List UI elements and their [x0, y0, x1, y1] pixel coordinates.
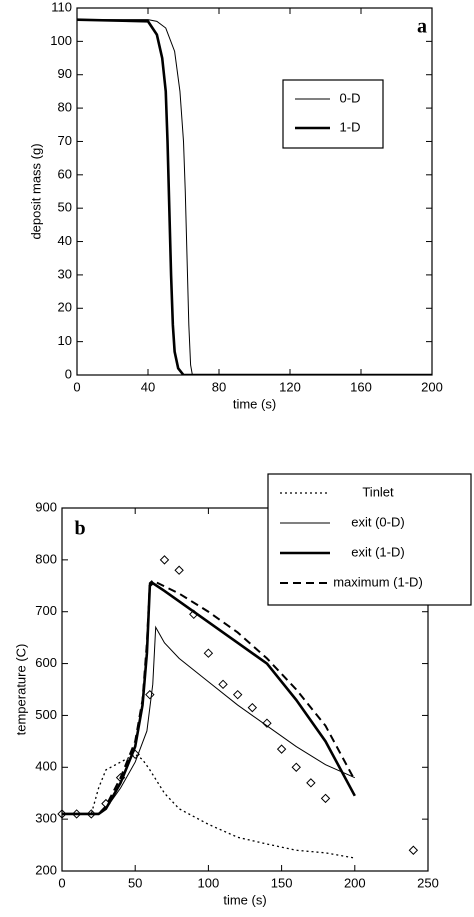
x-tick-label: 40 — [141, 379, 155, 394]
legend-label: 1-D — [340, 119, 361, 134]
data-point — [145, 689, 155, 700]
y-tick-label: 30 — [58, 266, 72, 281]
plot-frame — [76, 7, 433, 376]
x-tick-label: 250 — [417, 875, 439, 890]
data-point — [130, 749, 140, 760]
x-tick-label: 200 — [344, 875, 366, 890]
data-point — [306, 778, 316, 788]
panel-label: b — [74, 518, 85, 540]
y-tick-label: 80 — [58, 100, 72, 115]
data-point — [408, 845, 419, 855]
data-point — [218, 679, 228, 690]
y-tick-label: 800 — [35, 551, 57, 566]
y-tick-label: 600 — [35, 655, 57, 670]
x-tick-label: 80 — [212, 379, 226, 394]
y-axis-label: temperature (C) — [13, 644, 28, 736]
data-point — [291, 762, 301, 772]
x-tick-label: 120 — [279, 379, 301, 394]
data-point — [189, 609, 199, 620]
data-point — [71, 809, 82, 819]
data-point — [276, 744, 287, 754]
y-tick-label: 500 — [35, 707, 57, 722]
panel-label: a — [417, 16, 427, 38]
y-tick-label: 100 — [50, 33, 72, 48]
plot-frame — [61, 507, 429, 872]
data-line — [62, 581, 356, 816]
legend-label: maximum (1-D) — [333, 574, 423, 589]
data-point — [262, 718, 272, 728]
y-tick-label: 400 — [35, 759, 57, 774]
data-line — [62, 579, 356, 815]
y-tick-label: 70 — [58, 133, 72, 148]
legend-label: exit (0-D) — [351, 514, 404, 529]
y-tick-label: 10 — [58, 333, 72, 348]
data-point — [159, 555, 170, 565]
y-tick-label: 60 — [58, 166, 72, 181]
y-tick-label: 700 — [35, 603, 57, 618]
data-point — [247, 702, 258, 713]
legend-box — [267, 473, 472, 606]
x-tick-label: 150 — [271, 875, 293, 890]
x-tick-label: 100 — [198, 875, 220, 890]
x-axis-label: time (s) — [233, 396, 276, 411]
legend-label: 0-D — [340, 90, 361, 105]
data-point — [320, 793, 331, 804]
y-tick-label: 900 — [35, 499, 57, 514]
y-tick-label: 50 — [58, 200, 72, 215]
y-tick-label: 0 — [65, 366, 72, 381]
data-point — [115, 772, 126, 783]
x-tick-label: 160 — [350, 379, 372, 394]
data-point — [86, 809, 96, 819]
y-axis-label: deposit mass (g) — [28, 143, 43, 239]
x-tick-label: 0 — [58, 875, 65, 890]
legend-box — [282, 79, 384, 149]
data-point — [232, 689, 243, 700]
legend-label: exit (1-D) — [351, 544, 404, 559]
x-axis-label: time (s) — [223, 892, 266, 907]
data-line — [77, 18, 432, 375]
data-point — [203, 648, 214, 658]
x-tick-label: 200 — [421, 379, 443, 394]
y-tick-label: 40 — [58, 233, 72, 248]
y-tick-label: 90 — [58, 66, 72, 81]
y-tick-label: 300 — [35, 811, 57, 826]
data-point — [101, 798, 111, 809]
x-tick-label: 50 — [128, 875, 142, 890]
data-line — [77, 19, 432, 375]
data-point — [174, 565, 184, 575]
x-tick-label: 0 — [73, 379, 80, 394]
y-tick-label: 200 — [35, 862, 57, 877]
y-tick-label: 20 — [58, 300, 72, 315]
y-tick-label: 110 — [51, 0, 72, 14]
legend-label: Tinlet — [362, 484, 394, 499]
